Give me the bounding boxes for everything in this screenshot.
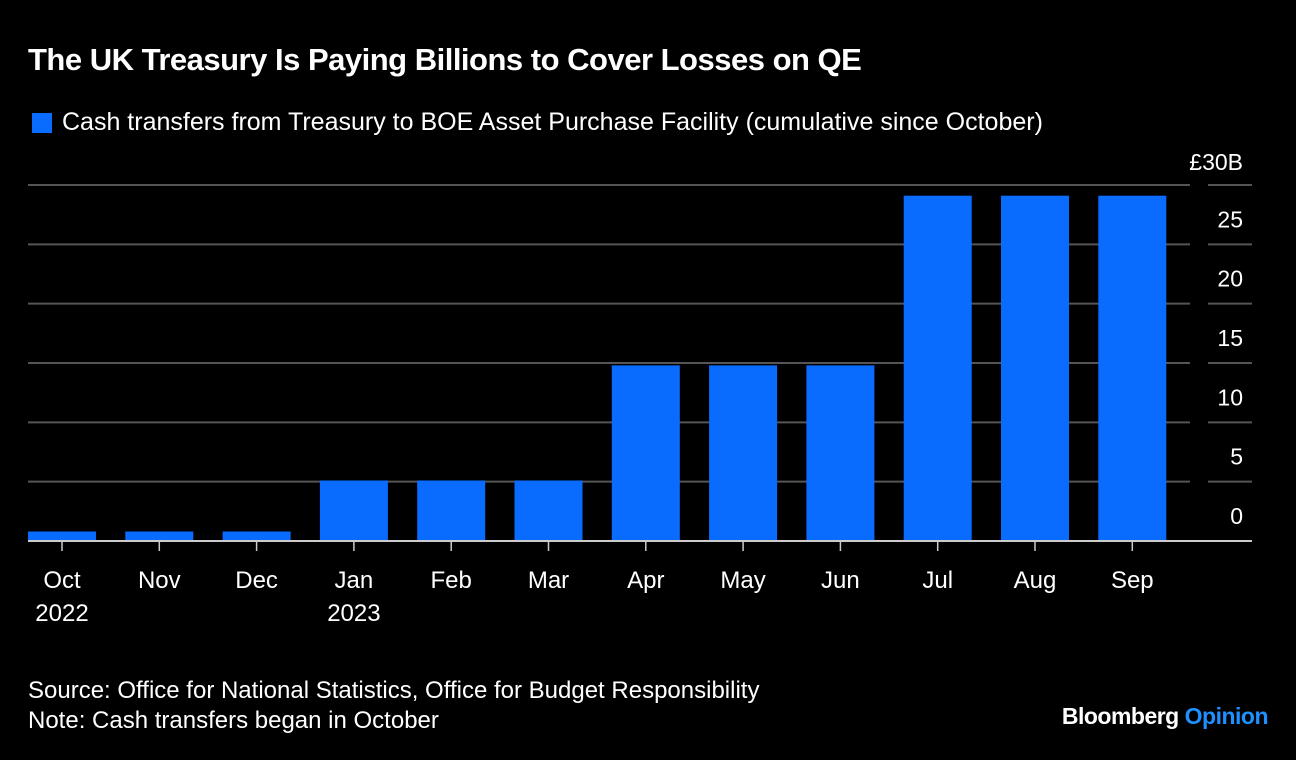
- x-tick-label: Nov: [138, 567, 181, 594]
- brand-logo: Bloomberg Opinion: [1061, 703, 1269, 730]
- legend: Cash transfers from Treasury to BOE Asse…: [32, 108, 1043, 137]
- legend-label: Cash transfers from Treasury to BOE Asse…: [62, 108, 1043, 136]
- x-tick-label: 2023: [327, 600, 380, 627]
- y-tick-label: 5: [1230, 444, 1243, 470]
- bar: [1001, 195, 1069, 541]
- brand-suffix: Opinion: [1184, 703, 1269, 729]
- y-tick-label: 10: [1217, 384, 1243, 410]
- x-tick-label: Jun: [821, 567, 860, 594]
- x-tick-label: Aug: [1014, 567, 1057, 594]
- legend-swatch: [32, 112, 52, 133]
- brand-name: Bloomberg: [1061, 703, 1179, 729]
- x-tick-label: Jan: [335, 567, 374, 594]
- bar: [806, 365, 875, 541]
- x-tick-label: Mar: [528, 567, 569, 594]
- bar: [514, 480, 583, 541]
- x-tick-label: Dec: [235, 567, 278, 594]
- footer: Source: Office for National Statistics, …: [28, 676, 759, 736]
- bar: [903, 195, 972, 541]
- bar: [222, 531, 291, 541]
- chart-title: The UK Treasury Is Paying Billions to Co…: [28, 42, 862, 77]
- note: Note: Cash transfers began in October: [28, 707, 439, 734]
- x-tick-label: Feb: [431, 567, 472, 594]
- bar: [28, 531, 96, 541]
- x-tick-label: Jul: [922, 567, 953, 594]
- x-tick-label: Sep: [1111, 567, 1154, 594]
- y-tick-label: 20: [1217, 266, 1243, 292]
- y-tick-label: £30B: [1189, 149, 1243, 175]
- x-tick-label: Apr: [627, 567, 664, 594]
- bar: [1098, 195, 1167, 541]
- x-tick-label: Oct: [43, 567, 81, 594]
- bar: [319, 480, 388, 541]
- bar: [709, 365, 778, 541]
- bar: [417, 480, 486, 541]
- y-tick-label: 25: [1217, 206, 1243, 232]
- y-tick-label: 0: [1230, 503, 1243, 529]
- bar: [611, 365, 680, 541]
- x-tick-label: May: [720, 567, 765, 594]
- y-tick-label: 15: [1217, 325, 1243, 351]
- bar: [125, 531, 194, 541]
- x-tick-label: 2022: [35, 600, 88, 627]
- source-note: Source: Office for National Statistics, …: [28, 677, 760, 704]
